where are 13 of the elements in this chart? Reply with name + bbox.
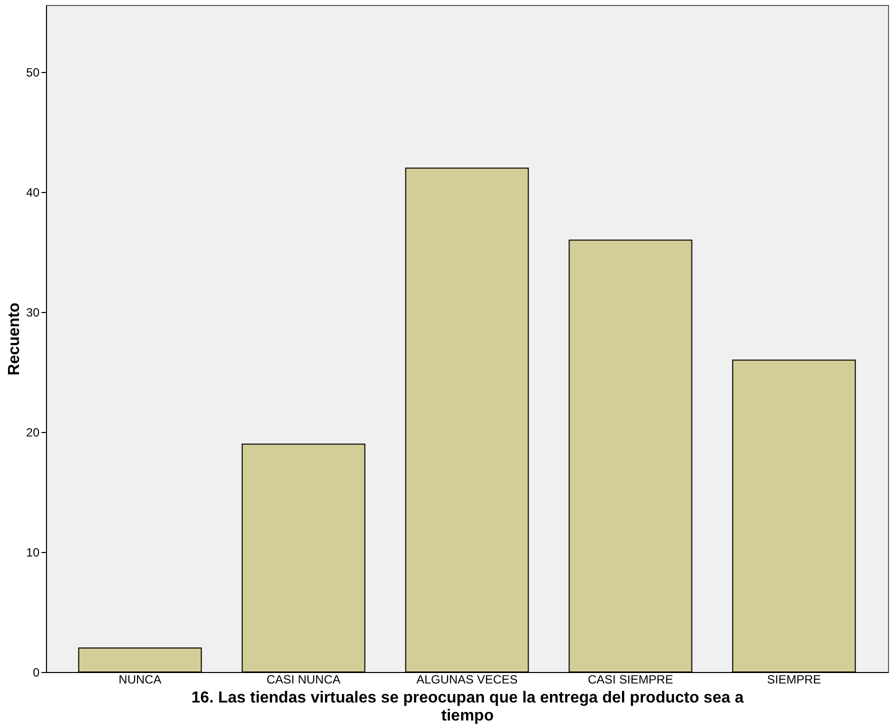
- x-tick-label: CASI NUNCA: [266, 672, 341, 686]
- y-tick-label: 50: [26, 66, 40, 80]
- y-tick-label: 30: [26, 306, 40, 320]
- x-tick-label: CASI SIEMPRE: [588, 672, 674, 686]
- y-tick-label: 20: [26, 426, 40, 440]
- x-tick-label: ALGUNAS VECES: [416, 672, 518, 686]
- x-tick-label: NUNCA: [118, 672, 162, 686]
- y-axis-title: Recuento: [6, 302, 24, 376]
- x-tick-label: SIEMPRE: [766, 672, 821, 686]
- x-axis-title: 16. Las tiendas virtuales se preocupan que la entrega del producto sea a tiempo: [191, 690, 744, 724]
- y-tick-label: 0: [32, 666, 40, 680]
- y-tick-label: 10: [26, 546, 40, 560]
- y-tick-label: 40: [26, 186, 40, 200]
